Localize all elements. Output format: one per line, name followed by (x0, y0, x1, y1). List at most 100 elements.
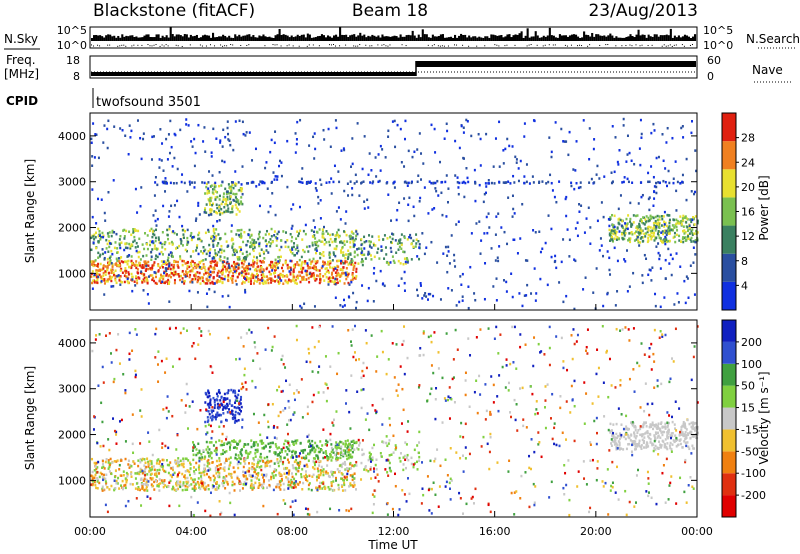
echo-cell (215, 234, 218, 238)
echo-cell (213, 478, 216, 482)
echo-cell (243, 230, 246, 234)
echo-cell (110, 484, 113, 488)
echo-cell (437, 194, 440, 197)
echo-cell (204, 268, 207, 272)
echo-cell (192, 260, 195, 263)
nsky-bar (518, 33, 521, 41)
echo-cell (91, 477, 94, 480)
echo-cell (331, 259, 334, 262)
nsky-bar (161, 35, 164, 41)
echo-cell (505, 280, 508, 284)
nsky-bar (421, 29, 424, 41)
nave-tick-bottom: 0 (707, 70, 714, 83)
echo-cell (253, 239, 256, 242)
echo-cell (692, 216, 695, 219)
echo-cell (502, 181, 505, 184)
echo-cell (218, 389, 221, 392)
echo-cell (153, 233, 156, 237)
echo-cell (99, 275, 102, 278)
echo-cell (291, 252, 294, 255)
echo-cell (640, 136, 643, 139)
nsky-bar (292, 37, 295, 41)
echo-cell (355, 275, 358, 278)
echo-cell (221, 268, 224, 271)
echo-cell (624, 222, 627, 225)
echo-cell (689, 264, 692, 267)
nsky-bar (441, 34, 444, 41)
echo-cell (322, 480, 325, 484)
echo-cell (549, 173, 552, 177)
echo-cell (191, 268, 194, 271)
echo-cell (635, 447, 638, 451)
echo-cell (637, 239, 640, 242)
echo-cell (678, 239, 681, 242)
echo-cell (150, 158, 153, 161)
echo-cell (373, 266, 376, 270)
echo-cell (514, 155, 517, 159)
echo-cell (336, 281, 339, 284)
echo-cell (565, 195, 568, 199)
echo-cell (215, 137, 218, 140)
nsearch-dot (335, 45, 337, 47)
echo-cell (253, 268, 256, 272)
echo-cell (653, 129, 656, 132)
echo-cell (152, 276, 155, 280)
echo-cell (272, 470, 275, 474)
echo-cell (209, 203, 212, 206)
echo-cell (363, 468, 366, 471)
echo-cell (121, 280, 124, 284)
echo-cell (274, 275, 277, 278)
echo-cell (308, 258, 311, 262)
echo-cell (648, 208, 651, 212)
echo-cell (141, 281, 144, 284)
echo-cell (238, 245, 241, 249)
echo-cell (202, 245, 205, 249)
freq-label-line2: [MHz] (4, 67, 39, 81)
echo-cell (210, 237, 213, 240)
echo-cell (350, 440, 353, 444)
echo-cell (151, 230, 154, 233)
nsky-bar (401, 36, 404, 41)
nsky-bar (339, 26, 342, 41)
echo-cell (227, 264, 230, 267)
echo-cell (315, 274, 318, 277)
echo-cell (99, 268, 102, 272)
echo-cell (263, 181, 266, 185)
echo-cell (206, 192, 209, 195)
echo-cell (159, 279, 162, 283)
echo-cell (623, 176, 626, 179)
echo-cell (188, 275, 191, 279)
echo-cell (238, 412, 241, 416)
echo-cell (418, 257, 421, 261)
echo-cell (331, 240, 334, 244)
echo-cell (247, 280, 250, 283)
echo-cell (657, 221, 660, 224)
echo-cell (275, 236, 278, 239)
echo-cell (328, 271, 331, 274)
nsky-bar (472, 36, 475, 41)
echo-cell (318, 464, 321, 467)
nsky-bar (685, 35, 689, 41)
echo-cell (314, 243, 317, 246)
echo-cell (635, 434, 638, 438)
echo-cell (398, 201, 401, 205)
nsky-bar (274, 35, 277, 41)
nsky-bar (556, 37, 559, 41)
echo-cell (200, 485, 203, 488)
echo-cell (342, 478, 345, 482)
echo-cell (204, 282, 207, 285)
echo-cell (155, 254, 158, 257)
echo-cell (639, 118, 642, 122)
echo-cell (228, 192, 231, 195)
nsky-bar (490, 34, 493, 41)
echo-cell (193, 274, 196, 277)
echo-cell (163, 281, 166, 285)
echo-cell (183, 282, 186, 285)
nsky-bar (625, 36, 628, 41)
echo-cell (172, 485, 175, 489)
nsky-bar (300, 34, 303, 41)
echo-cell (301, 260, 304, 264)
echo-cell (232, 268, 235, 271)
echo-cell (345, 277, 348, 281)
echo-cell (371, 446, 374, 450)
